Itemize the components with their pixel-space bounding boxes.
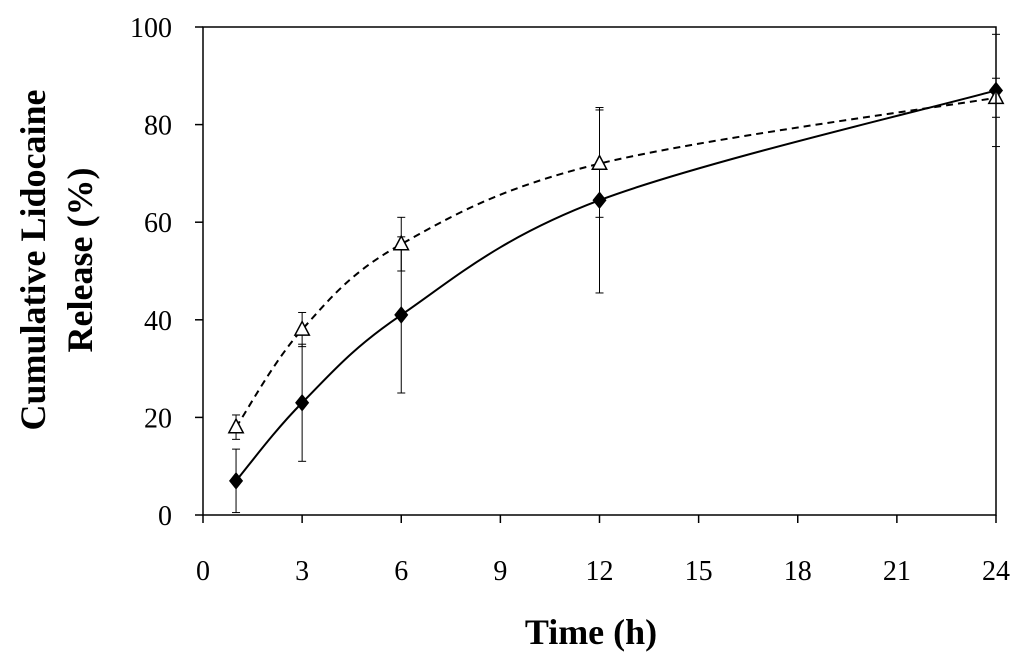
axes <box>195 26 997 523</box>
y-axis-title-line1: Cumulative Lidocaine <box>13 89 53 430</box>
y-tick-label: 40 <box>144 306 172 337</box>
x-tick-label: 18 <box>784 556 812 587</box>
x-tick-label: 6 <box>394 556 408 587</box>
x-tick-label: 15 <box>685 556 713 587</box>
triangle-marker <box>392 234 410 251</box>
y-tick-label: 60 <box>144 208 172 239</box>
x-tick-label: 24 <box>982 556 1010 587</box>
diamond-marker <box>229 472 244 490</box>
x-tick-label: 9 <box>493 556 507 587</box>
y-tick-label: 20 <box>144 403 172 434</box>
axis-titles: Time (h) Cumulative Lidocaine Release (%) <box>13 89 657 652</box>
x-tick-label: 3 <box>295 556 309 587</box>
y-tick-label: 80 <box>144 111 172 142</box>
diamond-marker <box>394 306 409 324</box>
x-axis-title: Time (h) <box>525 612 657 652</box>
tick-labels: 0 3 6 9 12 15 18 21 24 0 20 40 60 80 100 <box>130 13 1010 587</box>
series-1-line <box>235 89 997 482</box>
diamond-marker <box>295 393 310 412</box>
series-2-line <box>235 96 997 428</box>
y-axis-title-line2: Release (%) <box>60 168 100 353</box>
series-markers <box>227 81 1005 490</box>
x-tick-label: 0 <box>196 556 210 587</box>
x-tick-label: 12 <box>586 556 614 587</box>
diamond-marker <box>592 191 607 210</box>
triangle-marker <box>293 319 311 336</box>
y-tick-label: 100 <box>130 13 172 44</box>
x-tick-label: 21 <box>883 556 911 587</box>
y-tick-label: 0 <box>158 501 172 532</box>
error-bars <box>232 33 1000 514</box>
triangle-marker <box>227 417 245 434</box>
series-lines <box>235 89 997 482</box>
triangle-marker <box>591 154 608 170</box>
